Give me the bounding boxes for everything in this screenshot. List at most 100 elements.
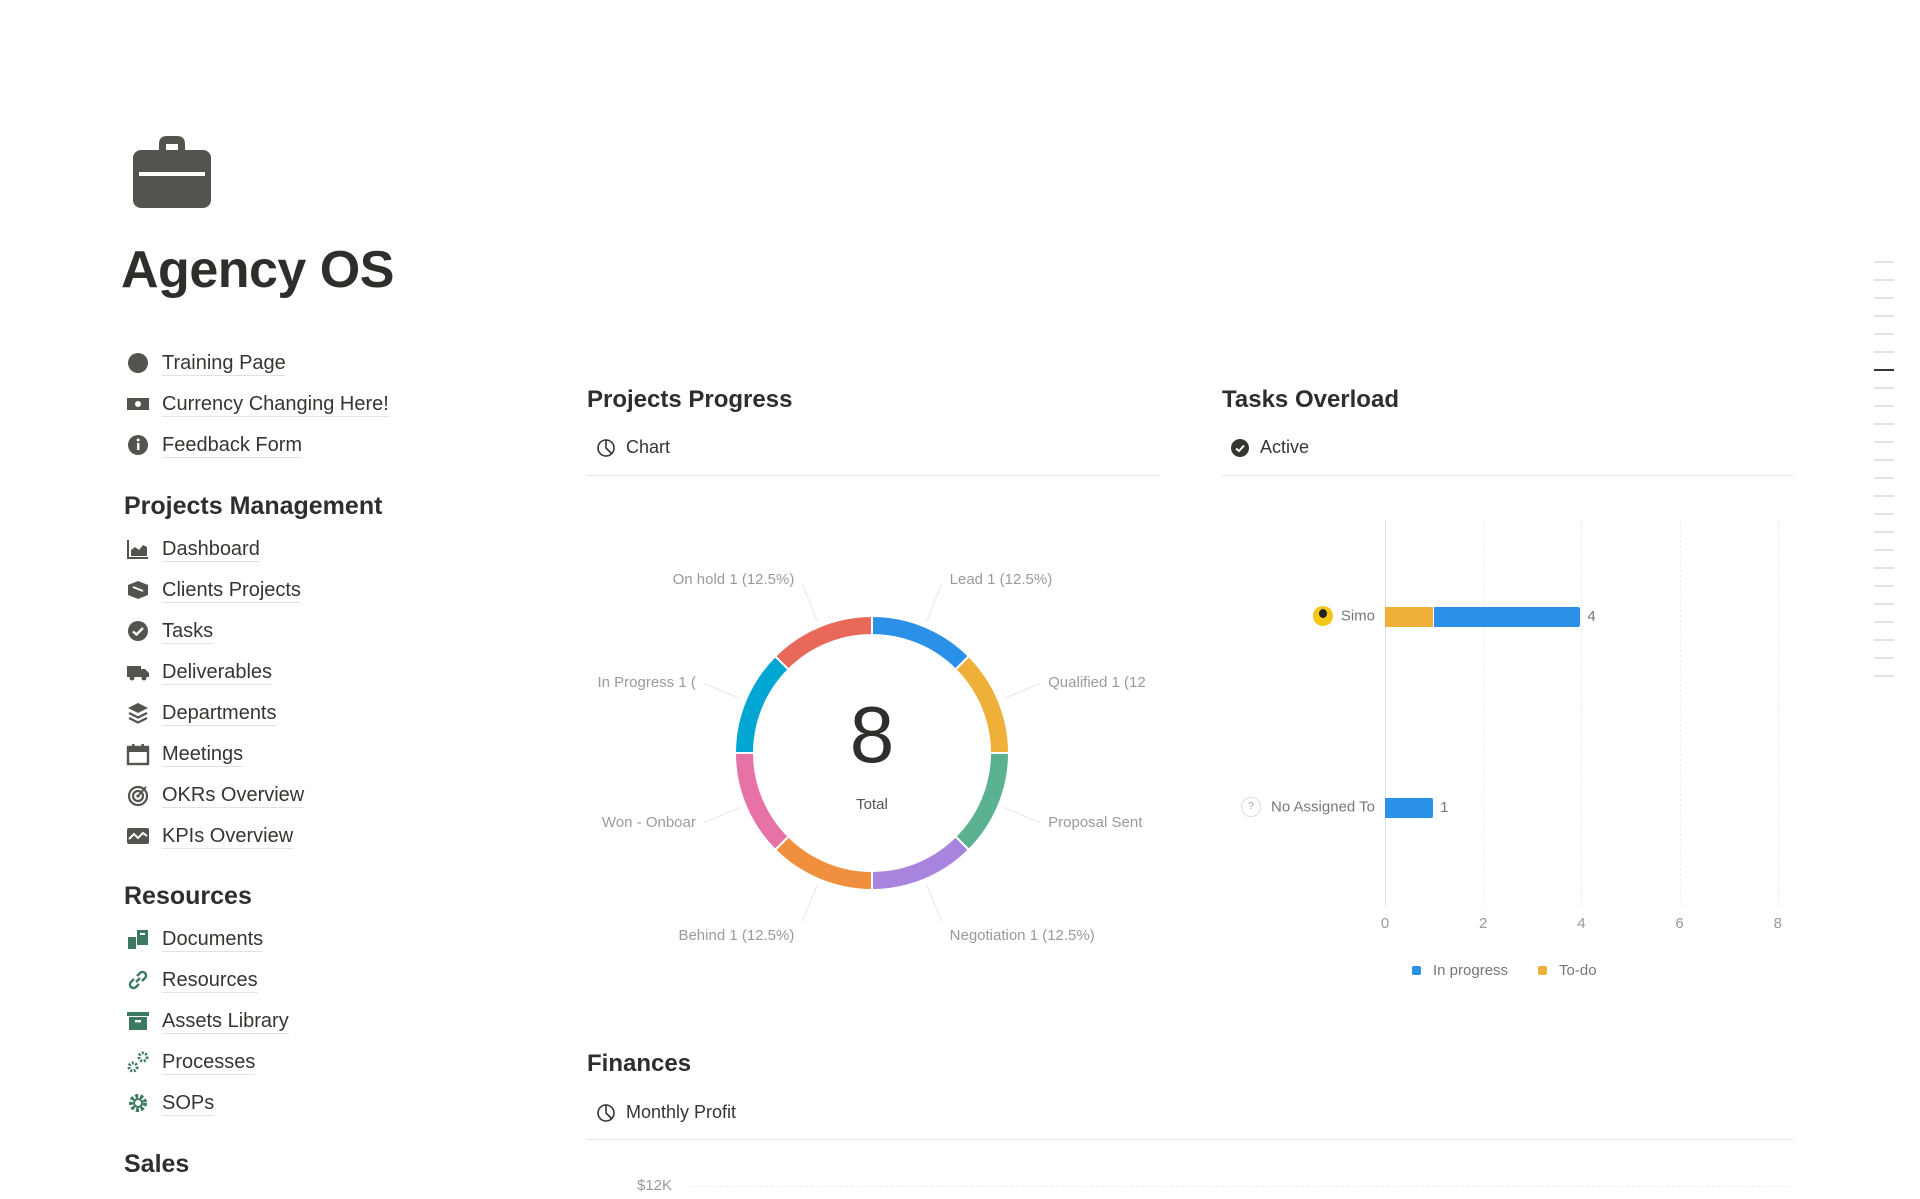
archive-icon [127, 1012, 149, 1030]
donut-slice-lead[interactable] [871, 614, 971, 671]
documents-icon [128, 930, 148, 949]
outline-marker[interactable] [1874, 369, 1894, 371]
legend-label: In progress [1433, 962, 1509, 979]
donut-label: Negotiation 1 (12.5%) [949, 927, 1095, 945]
bar-in-progress[interactable] [1385, 798, 1434, 818]
sidebar-item-training-page[interactable]: Training Page [126, 348, 286, 378]
outline-marker[interactable] [1874, 279, 1894, 281]
profit-y-tick: $12K [637, 1177, 673, 1194]
bar-category: Simo [1312, 606, 1375, 626]
chart-line-icon [127, 828, 149, 844]
outline-marker[interactable] [1874, 567, 1894, 569]
sidebar-item-label: Meetings [162, 742, 244, 767]
outline-marker[interactable] [1874, 441, 1894, 443]
sidebar-item-label: Departments [162, 701, 277, 726]
chart-legend: In progress To-do [1412, 962, 1597, 979]
gridline [1777, 520, 1779, 906]
outline-marker[interactable] [1874, 495, 1894, 497]
tab-monthly-profit[interactable]: Monthly Profit [596, 1102, 736, 1123]
category-label: Simo [1340, 607, 1375, 625]
legend-item[interactable]: In progress [1412, 962, 1508, 979]
sidebar-item-tasks[interactable]: Tasks [126, 616, 214, 646]
sidebar-item-documents[interactable]: Documents [126, 924, 264, 954]
x-tick: 6 [1675, 915, 1684, 932]
category-label: No Assigned To [1271, 798, 1375, 816]
tab-label: Chart [626, 437, 671, 457]
tab-chart[interactable]: Chart [596, 437, 670, 458]
donut-label: Won - Onboar [601, 813, 696, 831]
sidebar-item-feedback-form[interactable]: Feedback Form [126, 430, 303, 460]
outline-marker[interactable] [1874, 315, 1894, 317]
outline-marker[interactable] [1874, 477, 1894, 479]
x-tick: 8 [1773, 915, 1782, 932]
outline-marker[interactable] [1874, 387, 1894, 389]
outline-marker[interactable] [1874, 621, 1894, 623]
sidebar-item-label: SOPs [162, 1091, 215, 1116]
outline-marker[interactable] [1874, 405, 1894, 407]
label-leader-line [926, 584, 943, 622]
pie-chart-icon [597, 438, 615, 457]
bar-to-do[interactable] [1385, 607, 1434, 627]
sidebar-item-label: Documents [162, 927, 264, 952]
outline-marker[interactable] [1874, 675, 1894, 677]
sidebar-item-departments[interactable]: Departments [126, 698, 277, 728]
outline-marker[interactable] [1874, 657, 1894, 659]
target-icon [127, 785, 149, 807]
legend-swatch [1538, 966, 1548, 975]
donut-slice-behind[interactable] [773, 835, 873, 892]
outline-marker[interactable] [1874, 333, 1894, 335]
gear-icon [129, 1094, 147, 1112]
donut-slice-on-hold[interactable] [773, 614, 873, 671]
label-leader-line [703, 682, 741, 699]
tasks-overload-heading: Tasks Overload [1222, 386, 1399, 413]
sidebar-item-meetings[interactable]: Meetings [126, 739, 244, 769]
sidebar-item-label: KPIs Overview [162, 824, 294, 849]
calendar-icon [126, 744, 150, 766]
donut-slice-negotiation[interactable] [871, 835, 971, 892]
outline-marker[interactable] [1874, 261, 1894, 263]
info-circle-icon [128, 435, 148, 455]
sidebar-item-processes[interactable]: Processes [126, 1047, 256, 1077]
outline-marker[interactable] [1874, 423, 1894, 425]
legend-item[interactable]: To-do [1538, 962, 1597, 979]
check-circle-icon [128, 621, 148, 641]
gridline [1581, 520, 1583, 906]
sidebar-item-okrs-overview[interactable]: OKRs Overview [126, 780, 305, 810]
money-bill-icon [127, 398, 149, 410]
profit-gridline [690, 1186, 1790, 1187]
gridline [1483, 520, 1485, 906]
label-leader-line [703, 807, 741, 824]
sidebar-item-label: Feedback Form [162, 433, 303, 458]
bar-total-label: 1 [1440, 799, 1449, 816]
box-icon [128, 581, 148, 599]
truck-icon [127, 666, 149, 681]
donut-label: Behind 1 (12.5%) [678, 927, 795, 945]
outline-marker[interactable] [1874, 351, 1894, 353]
check-circle-icon [1231, 438, 1249, 457]
tab-active[interactable]: Active [1230, 437, 1309, 458]
sidebar-item-label: Tasks [162, 619, 214, 644]
outline-marker[interactable] [1874, 639, 1894, 641]
outline-marker[interactable] [1874, 585, 1894, 587]
label-leader-line [1003, 807, 1041, 824]
sidebar-item-currency-changing-here[interactable]: Currency Changing Here! [126, 389, 389, 419]
link-icon [128, 970, 148, 990]
sidebar-item-sops[interactable]: SOPs [126, 1088, 215, 1118]
outline-marker[interactable] [1874, 513, 1894, 515]
sidebar-item-kpis-overview[interactable]: KPIs Overview [126, 821, 294, 851]
legend-label: To-do [1559, 962, 1597, 979]
sidebar-item-assets-library[interactable]: Assets Library [126, 1006, 289, 1036]
outline-marker[interactable] [1874, 459, 1894, 461]
donut-label: Proposal Sent [1048, 813, 1143, 831]
outline-marker[interactable] [1874, 549, 1894, 551]
label-leader-line [926, 884, 943, 922]
gears-icon [127, 1051, 149, 1073]
outline-marker[interactable] [1874, 297, 1894, 299]
outline-marker[interactable] [1874, 603, 1894, 605]
sidebar-item-dashboard[interactable]: Dashboard [126, 534, 260, 564]
sidebar-item-resources[interactable]: Resources [126, 965, 258, 995]
sidebar-item-deliverables[interactable]: Deliverables [126, 657, 273, 687]
bar-in-progress[interactable] [1434, 607, 1581, 627]
outline-marker[interactable] [1874, 531, 1894, 533]
sidebar-item-clients-projects[interactable]: Clients Projects [126, 575, 301, 605]
